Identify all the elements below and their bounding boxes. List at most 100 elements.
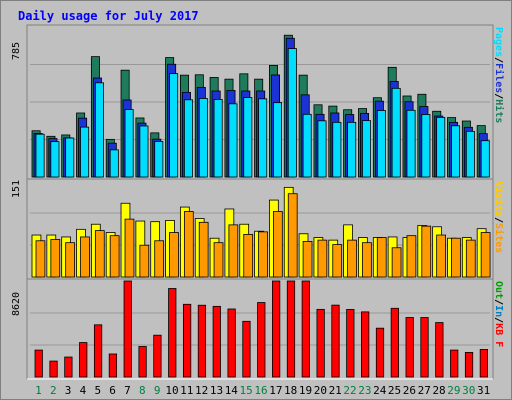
bar-pages: [35, 133, 45, 178]
legend-entry: Visits: [493, 181, 505, 217]
legend-entry: Hits: [493, 99, 505, 123]
bar-pages: [154, 141, 164, 178]
bar-kbytes: [123, 280, 132, 378]
legend-entry: Pages: [493, 27, 504, 57]
bar-sites: [465, 239, 476, 278]
bar-pages: [421, 114, 431, 178]
x-tick-day: 11: [180, 384, 193, 397]
chart-title: Daily usage for July 2017: [18, 9, 199, 23]
bar-sites: [139, 244, 150, 278]
bar-sites: [391, 247, 402, 278]
bar-kbytes: [450, 349, 459, 378]
legend-separator: /: [493, 57, 504, 63]
bar-kbytes: [286, 280, 296, 378]
bar-kbytes: [272, 280, 281, 378]
bar-sites: [347, 239, 357, 278]
x-tick-day: 13: [210, 384, 223, 397]
bar-kbytes: [212, 305, 221, 378]
x-tick-day: 2: [50, 384, 57, 397]
bar-pages: [50, 141, 60, 178]
x-tick-day: 25: [388, 384, 401, 397]
bar-kbytes: [420, 317, 429, 378]
bar-kbytes: [93, 324, 103, 378]
bar-sites: [94, 230, 105, 278]
legend-separator: /: [493, 299, 504, 305]
bar-pages: [362, 120, 372, 178]
bar-sites: [198, 221, 209, 278]
x-tick-labels: 1 2 3 4 5 6 7 8 9 10 11 12 13 14 15 16 17 18 19 20 21 22 23 24 2…: [35, 384, 490, 397]
bar-sites: [213, 242, 224, 278]
bar-sites: [154, 240, 165, 278]
bar-sites: [228, 224, 239, 278]
y-max-label-hits: 785: [11, 42, 22, 60]
x-tick-day: 31: [477, 384, 490, 397]
bar-pages: [198, 98, 208, 178]
x-tick-day: 26: [403, 384, 416, 397]
bar-sites: [183, 211, 194, 278]
x-tick-day: 27: [418, 384, 431, 397]
bar-sites: [35, 240, 46, 278]
bar-kbytes: [138, 346, 147, 378]
x-tick-day: 7: [124, 384, 131, 397]
bar-pages: [213, 99, 223, 178]
bar-pages: [332, 121, 342, 178]
bar-marks: [31, 34, 491, 378]
bar-sites: [302, 240, 313, 278]
x-tick-day: 20: [314, 384, 327, 397]
bar-sites: [50, 239, 61, 278]
bar-sites: [169, 232, 179, 278]
bar-sites: [258, 231, 268, 278]
bar-pages: [109, 149, 119, 178]
bar-kbytes: [479, 349, 488, 378]
x-tick-day: 6: [109, 384, 116, 397]
bar-pages: [183, 99, 193, 178]
bar-kbytes: [34, 349, 43, 378]
bar-kbytes: [197, 304, 207, 378]
bar-sites: [421, 225, 432, 278]
bar-kbytes: [257, 302, 266, 378]
x-tick-day: 29: [447, 384, 460, 397]
bar-pages: [451, 125, 461, 178]
bar-kbytes: [182, 303, 192, 378]
legend-separator: /: [493, 317, 504, 323]
x-tick-day: 14: [225, 384, 239, 397]
bar-pages: [94, 82, 104, 178]
bar-pages: [80, 126, 90, 178]
bar-pages: [169, 73, 179, 178]
bar-pages: [258, 98, 268, 178]
legend-entry: KB F: [493, 323, 504, 347]
x-tick-day: 23: [358, 384, 371, 397]
bar-pages: [124, 109, 134, 178]
bar-pages: [436, 116, 446, 178]
x-tick-day: 28: [432, 384, 445, 397]
bar-pages: [317, 120, 327, 178]
x-tick-day: 30: [462, 384, 475, 397]
bar-kbytes: [316, 308, 325, 378]
x-tick-day: 16: [254, 384, 267, 397]
legend-visits-sites: Visits/Sites: [493, 181, 505, 253]
bar-pages: [302, 113, 312, 178]
bar-sites: [451, 237, 461, 278]
bar-sites: [317, 239, 328, 278]
bar-sites: [376, 237, 387, 278]
x-tick-day: 12: [195, 384, 208, 397]
legend-pages-files-hits: Pages/Files/Hits: [493, 27, 505, 123]
bar-sites: [243, 234, 254, 278]
legend-separator: /: [493, 217, 504, 223]
x-tick-day: 22: [343, 384, 356, 397]
bar-kbytes: [79, 342, 88, 378]
bar-sites: [65, 242, 75, 278]
legend-kbytes: Out/In/KB F: [493, 281, 504, 347]
x-tick-day: 18: [284, 384, 297, 397]
bar-sites: [406, 235, 417, 278]
x-tick-day: 4: [80, 384, 87, 397]
bar-sites: [124, 218, 135, 278]
bar-sites: [287, 193, 298, 278]
y-axis-max-labels: 785 151 8620: [11, 42, 22, 316]
legend-entry: Sites: [493, 223, 505, 253]
bar-sites: [362, 242, 372, 278]
x-tick-day: 10: [165, 384, 178, 397]
legend-entry: Files: [493, 63, 505, 93]
bar-pages: [376, 110, 386, 178]
